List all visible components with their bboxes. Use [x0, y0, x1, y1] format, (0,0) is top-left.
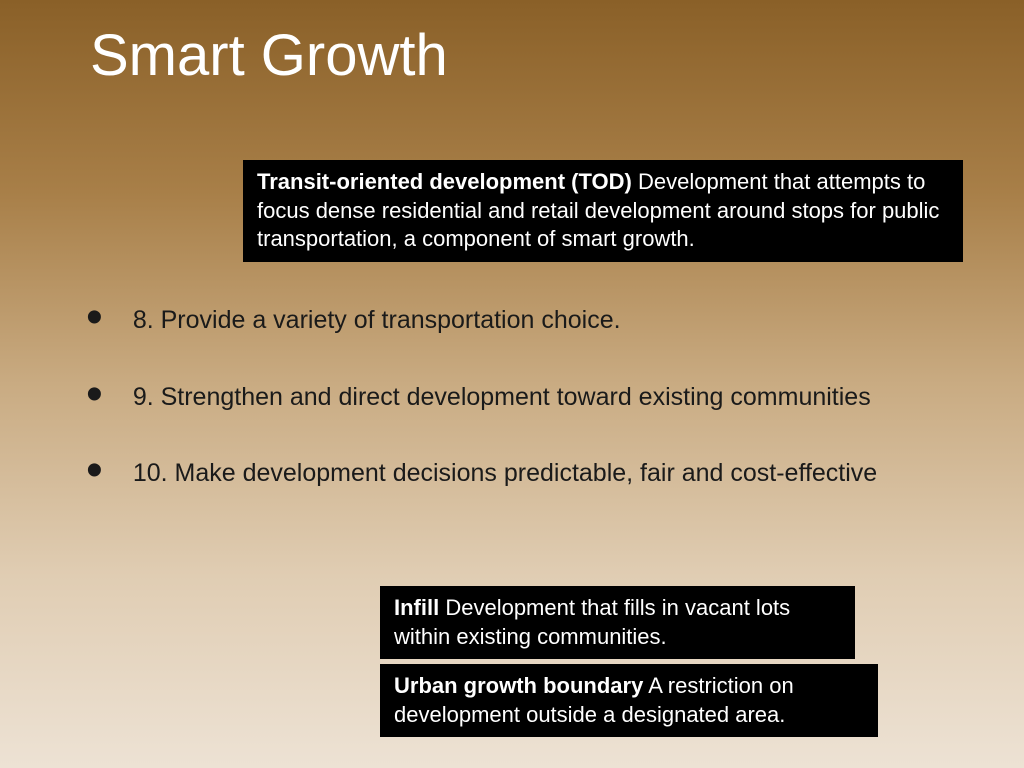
definition-urban: Urban growth boundary A restriction on d…	[380, 664, 878, 737]
bullet-dot-icon: •	[86, 459, 103, 483]
definition-infill-term: Infill	[394, 595, 439, 620]
bullet-item: • 8. Provide a variety of transportation…	[86, 298, 956, 337]
bullet-text: 10. Make development decisions predictab…	[133, 451, 877, 490]
bullet-item: • 10. Make development decisions predict…	[86, 451, 956, 490]
definition-infill-text: Development that fills in vacant lots wi…	[394, 595, 790, 649]
bullet-dot-icon: •	[86, 383, 103, 407]
bullet-text: 8. Provide a variety of transportation c…	[133, 298, 621, 337]
slide-title: Smart Growth	[0, 0, 1024, 89]
definition-urban-term: Urban growth boundary	[394, 673, 643, 698]
bullet-text: 9. Strengthen and direct development tow…	[133, 375, 871, 414]
definition-tod: Transit-oriented development (TOD) Devel…	[243, 160, 963, 262]
bullet-item: • 9. Strengthen and direct development t…	[86, 375, 956, 414]
bullet-list: • 8. Provide a variety of transportation…	[86, 298, 956, 528]
bullet-dot-icon: •	[86, 306, 103, 330]
definition-tod-term: Transit-oriented development (TOD)	[257, 169, 632, 194]
definition-infill: Infill Development that fills in vacant …	[380, 586, 855, 659]
